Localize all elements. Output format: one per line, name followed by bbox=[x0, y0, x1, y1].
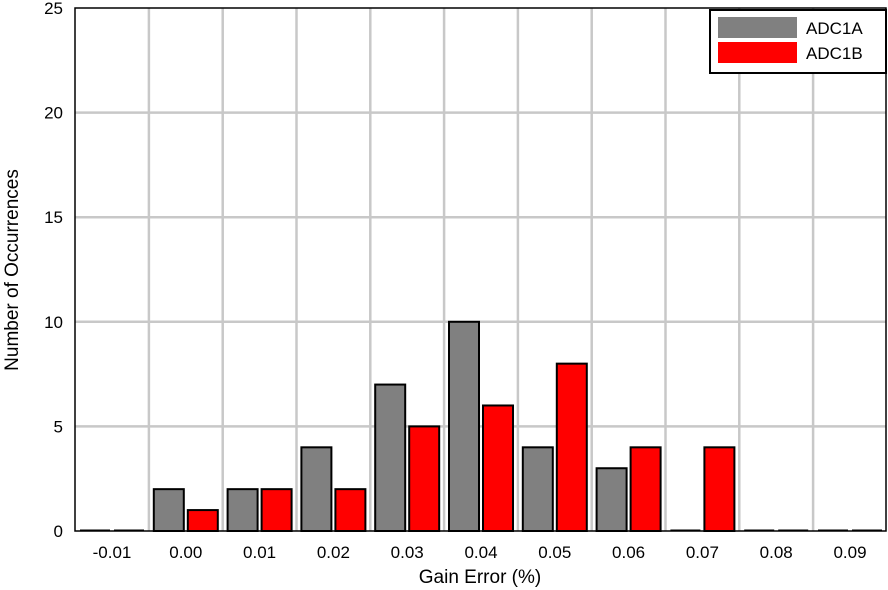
x-tick-label: 0.03 bbox=[391, 543, 424, 562]
legend-label-adc1a: ADC1A bbox=[806, 19, 863, 38]
bar-adc1b bbox=[408, 425, 441, 532]
legend-swatch-adc1a bbox=[718, 17, 797, 38]
y-tick-label: 5 bbox=[54, 417, 63, 436]
bar-adc1a bbox=[152, 488, 185, 533]
y-tick-label: 20 bbox=[44, 104, 63, 123]
bar-adc1b bbox=[482, 404, 514, 533]
bar-series bbox=[80, 320, 882, 533]
y-tick-label: 15 bbox=[44, 208, 63, 227]
x-axis-title: Gain Error (%) bbox=[419, 567, 541, 588]
x-tick-label: -0.01 bbox=[93, 543, 132, 562]
x-tick-label: 0.00 bbox=[169, 543, 202, 562]
bar-adc1a bbox=[521, 446, 554, 533]
x-tick-label: 0.01 bbox=[243, 543, 276, 562]
bar-adc1a bbox=[595, 467, 628, 532]
y-tick-label: 25 bbox=[44, 0, 63, 18]
x-tick-label: 0.06 bbox=[612, 543, 645, 562]
bar-adc1a bbox=[300, 446, 333, 533]
bar-adc1b bbox=[629, 446, 662, 533]
x-tick-label: 0.07 bbox=[686, 543, 719, 562]
bar-adc1b bbox=[186, 509, 219, 532]
legend: ADC1A ADC1B bbox=[709, 9, 887, 74]
x-tick-label: 0.08 bbox=[760, 543, 793, 562]
bar-adc1b bbox=[703, 446, 736, 533]
x-tick-label: 0.02 bbox=[317, 543, 350, 562]
legend-swatch-adc1b bbox=[718, 42, 797, 63]
x-tick-label: 0.04 bbox=[464, 543, 497, 562]
y-tick-label: 0 bbox=[54, 522, 63, 541]
bar-adc1a bbox=[374, 383, 407, 532]
y-tick-label: 10 bbox=[44, 313, 63, 332]
y-axis-title: Number of Occurrences bbox=[2, 169, 23, 371]
bar-adc1a bbox=[226, 488, 259, 533]
bar-adc1b bbox=[260, 488, 293, 533]
x-tick-labels: -0.01 0.00 0.01 0.02 0.03 0.04 0.05 0.06 0.07 0.0… bbox=[93, 543, 867, 562]
x-tick-label: 0.09 bbox=[833, 543, 866, 562]
y-tick-labels: 0 5 10 15 20 25 bbox=[44, 0, 63, 541]
legend-label-adc1b: ADC1B bbox=[806, 44, 863, 63]
grid-lines bbox=[75, 8, 886, 531]
bar-adc1b bbox=[555, 362, 588, 533]
x-tick-label: 0.05 bbox=[538, 543, 571, 562]
bar-adc1b bbox=[334, 488, 367, 533]
plot-background bbox=[75, 8, 886, 531]
bar-adc1a bbox=[448, 320, 480, 532]
plot-frame bbox=[74, 7, 887, 532]
